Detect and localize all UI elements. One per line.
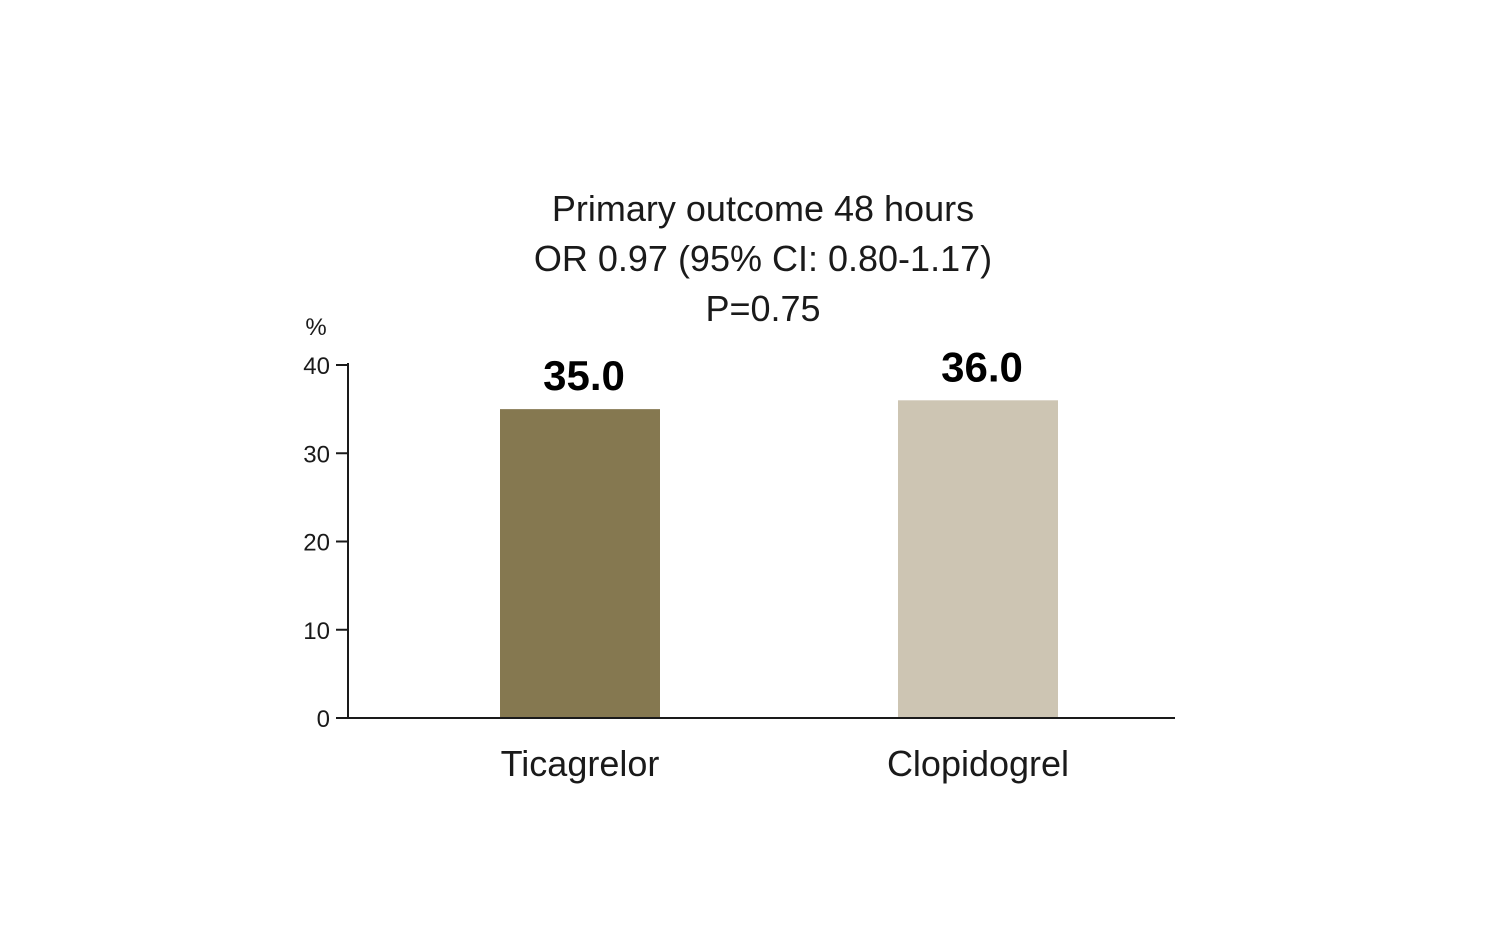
y-tick-label: 20 xyxy=(303,530,330,557)
y-tick-label: 10 xyxy=(303,618,330,645)
y-tick-label: 0 xyxy=(317,706,330,733)
value-label-ticagrelor: 35.0 xyxy=(543,352,625,399)
y-tick-label: 30 xyxy=(303,441,330,468)
chart-title: Primary outcome 48 hours OR 0.97 (95% CI… xyxy=(534,188,992,329)
y-axis-ticks: 0 10 20 30 40 xyxy=(303,353,348,733)
bar-ticagrelor xyxy=(500,409,660,718)
category-label-ticagrelor: Ticagrelor xyxy=(501,743,660,784)
y-axis-unit-label: % xyxy=(305,314,326,341)
category-label-clopidogrel: Clopidogrel xyxy=(887,743,1069,784)
category-labels: Ticagrelor Clopidogrel xyxy=(501,743,1069,784)
bar-clopidogrel xyxy=(898,400,1058,718)
chart-title-line-1: Primary outcome 48 hours xyxy=(552,188,974,229)
chart-title-line-2: OR 0.97 (95% CI: 0.80-1.17) xyxy=(534,238,992,279)
chart-title-line-3: P=0.75 xyxy=(705,288,820,329)
y-tick-label: 40 xyxy=(303,353,330,380)
bars xyxy=(500,400,1058,718)
value-labels: 35.0 36.0 xyxy=(543,343,1023,399)
value-label-clopidogrel: 36.0 xyxy=(941,343,1023,390)
